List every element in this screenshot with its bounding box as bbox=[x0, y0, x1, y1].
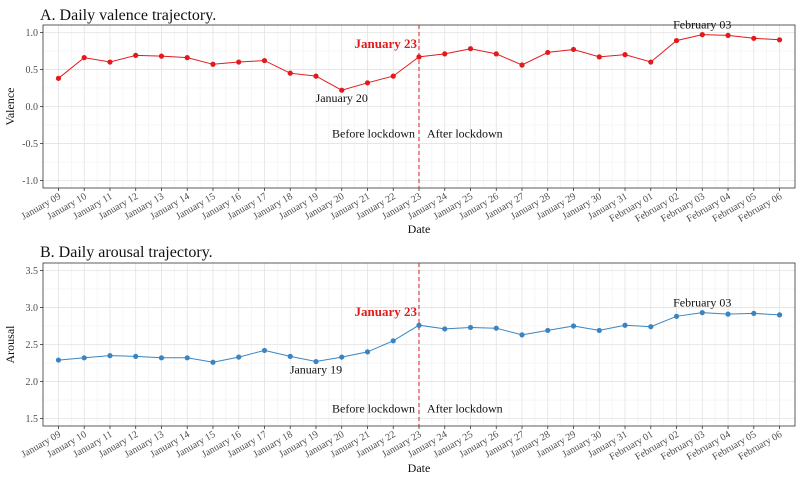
data-point bbox=[364, 80, 371, 86]
data-point bbox=[107, 353, 113, 359]
data-point bbox=[673, 37, 680, 44]
data-point bbox=[81, 55, 87, 61]
data-point bbox=[339, 354, 345, 360]
data-point bbox=[158, 355, 165, 361]
data-point bbox=[184, 355, 190, 361]
y-tick-label: -1.0 bbox=[22, 176, 38, 187]
data-point bbox=[55, 75, 62, 81]
data-point bbox=[287, 70, 293, 76]
data-point bbox=[210, 61, 216, 67]
data-point bbox=[519, 332, 525, 338]
y-tick-label: 0.5 bbox=[26, 65, 39, 76]
data-point bbox=[725, 32, 731, 38]
data-point bbox=[442, 326, 448, 332]
data-point bbox=[261, 57, 268, 64]
data-point bbox=[390, 73, 396, 79]
chart-title: B. Daily arousal trajectory. bbox=[40, 244, 213, 261]
data-point bbox=[622, 322, 628, 328]
before-lockdown-label: Before lockdown bbox=[332, 402, 415, 416]
data-point bbox=[81, 355, 87, 361]
data-point bbox=[725, 311, 731, 317]
data-point bbox=[519, 62, 525, 68]
x-axis-label: Date bbox=[408, 461, 431, 475]
y-axis-label: Arousal bbox=[3, 325, 17, 364]
data-point bbox=[776, 312, 783, 318]
data-point bbox=[107, 59, 113, 65]
data-point bbox=[261, 347, 268, 354]
data-point bbox=[313, 358, 319, 365]
data-point bbox=[596, 327, 602, 334]
before-lockdown-label: Before lockdown bbox=[332, 127, 415, 141]
data-point bbox=[364, 349, 371, 355]
data-point bbox=[699, 32, 705, 38]
chart-title: A. Daily valence trajectory. bbox=[40, 7, 216, 24]
data-point bbox=[493, 325, 499, 331]
after-lockdown-label: After lockdown bbox=[427, 127, 503, 141]
data-point bbox=[648, 59, 654, 65]
data-point bbox=[236, 59, 242, 65]
y-axis-label: Valence bbox=[3, 88, 17, 126]
data-point bbox=[133, 353, 139, 359]
data-point bbox=[751, 35, 757, 41]
y-tick-label: 2.5 bbox=[26, 340, 39, 351]
data-point bbox=[545, 327, 551, 334]
data-point bbox=[467, 46, 474, 52]
y-tick-label: 0.0 bbox=[26, 102, 39, 113]
data-point bbox=[776, 37, 783, 43]
data-point bbox=[339, 87, 345, 93]
panel-valence: A. Daily valence trajectory. -1.0 -0.5 0.0 0… bbox=[3, 7, 796, 236]
x-axis-label: Date bbox=[408, 222, 431, 236]
data-point bbox=[55, 357, 62, 363]
data-point bbox=[493, 51, 499, 57]
data-point bbox=[699, 310, 705, 316]
point-annotation: January 20 bbox=[316, 91, 368, 105]
data-point bbox=[416, 54, 422, 60]
data-point bbox=[236, 354, 242, 360]
y-tick-label: 1.5 bbox=[26, 414, 39, 425]
point-annotation: February 03 bbox=[673, 18, 731, 32]
y-tick-label: -0.5 bbox=[22, 139, 38, 150]
data-point bbox=[442, 51, 448, 57]
data-point bbox=[467, 324, 474, 331]
lockdown-date-label: January 23 bbox=[355, 36, 418, 51]
data-point bbox=[570, 323, 577, 329]
data-point bbox=[570, 46, 577, 53]
lockdown-date-label: January 23 bbox=[355, 304, 418, 319]
data-point bbox=[596, 54, 602, 60]
y-tick-label: 1.0 bbox=[26, 28, 39, 39]
data-point bbox=[184, 55, 190, 61]
data-point bbox=[133, 52, 139, 58]
y-tick-label: 2.0 bbox=[26, 377, 39, 388]
data-point bbox=[416, 322, 422, 328]
y-tick-label: 3.5 bbox=[26, 266, 39, 277]
after-lockdown-label: After lockdown bbox=[427, 402, 503, 416]
data-point bbox=[648, 324, 654, 330]
data-point bbox=[673, 313, 680, 319]
data-point bbox=[158, 53, 165, 59]
point-annotation: February 03 bbox=[673, 296, 731, 310]
data-point bbox=[313, 73, 319, 79]
data-point bbox=[287, 353, 293, 359]
data-point bbox=[622, 52, 628, 58]
data-point bbox=[751, 310, 757, 316]
panel-arousal: B. Daily arousal trajectory. 1.5 2.0 2.5 3.0… bbox=[3, 244, 796, 475]
data-point bbox=[390, 338, 396, 344]
data-point bbox=[210, 359, 216, 365]
data-point bbox=[545, 49, 551, 56]
y-tick-label: 3.0 bbox=[26, 303, 39, 314]
point-annotation: January 19 bbox=[290, 363, 342, 377]
